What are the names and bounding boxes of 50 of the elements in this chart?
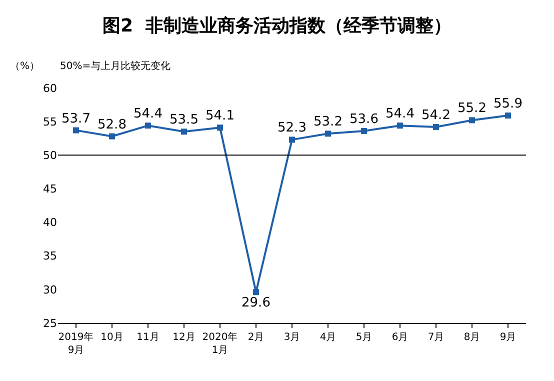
point bbox=[433, 124, 439, 130]
x-tick-label: 5月 bbox=[356, 332, 372, 343]
y-tick-label: 50 bbox=[43, 148, 57, 162]
point bbox=[73, 127, 79, 134]
data-label: 54.4 bbox=[386, 106, 414, 122]
y-tick-label: 55 bbox=[43, 115, 57, 128]
y-tick-label: 60 bbox=[43, 82, 57, 95]
point bbox=[325, 130, 331, 137]
x-tick-label: 12月 bbox=[172, 332, 196, 343]
text: 50%=与上月比较无变化 bbox=[60, 60, 171, 72]
x-tick-label: 10月 bbox=[100, 332, 124, 343]
data-label: 53.7 bbox=[62, 111, 90, 126]
y-axis-title: （%） bbox=[10, 61, 40, 72]
x-tick-label: 2019年 9月 bbox=[58, 331, 94, 356]
x-tick-label: 4月 bbox=[320, 332, 336, 343]
point bbox=[469, 117, 475, 124]
y-tick-label: 30 bbox=[43, 283, 57, 296]
x-tick-label: 11月 bbox=[136, 332, 160, 343]
y-tick-label: 35 bbox=[43, 250, 57, 263]
point bbox=[181, 128, 187, 135]
point bbox=[361, 128, 367, 134]
y-tick-label: 40 bbox=[43, 216, 57, 230]
data-label: 29.6 bbox=[242, 296, 270, 311]
point bbox=[217, 124, 223, 131]
x-tick-label: 8月 bbox=[464, 332, 480, 343]
x-tick-label: 6月 bbox=[392, 332, 408, 343]
point bbox=[109, 133, 115, 140]
point bbox=[253, 289, 259, 296]
data-label: 53.2 bbox=[314, 114, 342, 130]
x-tick-label: 9月 bbox=[500, 332, 516, 343]
point bbox=[145, 122, 151, 129]
y-tick-label: 45 bbox=[43, 182, 57, 196]
data-label: 55.9 bbox=[494, 96, 522, 112]
y-tick-label: 25 bbox=[43, 316, 57, 330]
point bbox=[505, 112, 511, 119]
x-tick-label: 7月 bbox=[428, 332, 444, 343]
data-label: 52.3 bbox=[278, 120, 306, 136]
data-label: 54.2 bbox=[422, 108, 450, 123]
x-tick-label: 3月 bbox=[284, 332, 300, 343]
data-label: 53.5 bbox=[170, 112, 198, 128]
data-label: 55.2 bbox=[458, 101, 486, 116]
x-tick-label: 2020年 1月 bbox=[202, 331, 238, 356]
point bbox=[397, 122, 403, 129]
data-label: 54.4 bbox=[134, 106, 162, 122]
x-tick-label: 2月 bbox=[248, 332, 264, 343]
data-label: 53.6 bbox=[350, 112, 378, 127]
data-label: 54.1 bbox=[206, 108, 234, 124]
data-label: 52.8 bbox=[98, 117, 126, 132]
chart-title: 图2 非制造业商务活动指数（经季节调整） bbox=[102, 16, 452, 37]
point bbox=[289, 136, 295, 143]
